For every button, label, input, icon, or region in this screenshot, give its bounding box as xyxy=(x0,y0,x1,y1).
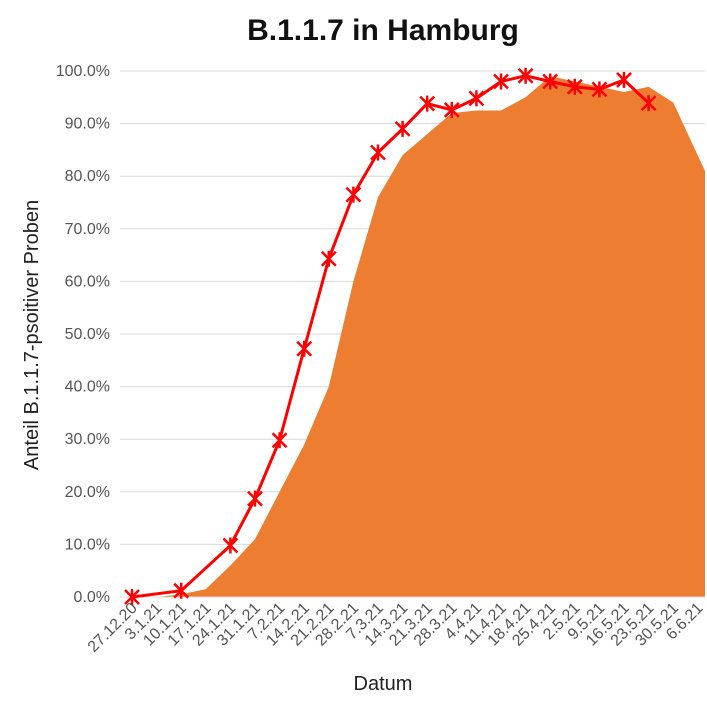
x-tick-labels: 27.12.203.1.2110.1.2117.1.2124.1.2131.1.… xyxy=(85,600,707,656)
line-markers xyxy=(124,67,657,605)
x-axis-title: Datum xyxy=(354,673,413,695)
line-marker xyxy=(247,490,263,507)
line-marker xyxy=(296,340,313,357)
line-marker xyxy=(493,73,509,90)
area-series xyxy=(132,76,705,597)
line-marker xyxy=(419,95,436,112)
line-marker xyxy=(222,537,239,554)
y-tick-label: 10.0% xyxy=(65,536,110,553)
y-tick-label: 80.0% xyxy=(65,168,110,185)
y-axis-title: Anteil B.1.1.7-psoitiver Proben xyxy=(21,200,43,470)
line-marker xyxy=(616,71,632,88)
line-marker xyxy=(517,67,534,84)
y-tick-label: 60.0% xyxy=(65,273,110,290)
line-marker xyxy=(271,432,288,449)
line-marker xyxy=(173,582,190,599)
line-marker xyxy=(640,95,657,112)
line-marker xyxy=(345,186,362,203)
line-marker xyxy=(591,81,608,98)
line-marker xyxy=(394,120,411,137)
line-series xyxy=(131,74,650,599)
y-tick-label: 70.0% xyxy=(65,221,110,238)
line-marker xyxy=(124,589,140,605)
chart-title: B.1.1.7 in Hamburg xyxy=(247,14,519,47)
y-tick-label: 40.0% xyxy=(65,379,110,396)
line-marker xyxy=(320,250,337,267)
line-marker xyxy=(468,90,485,107)
y-tick-label: 50.0% xyxy=(65,326,110,343)
y-tick-label: 0.0% xyxy=(74,589,110,606)
line-marker xyxy=(370,144,386,161)
y-tick-label: 100.0% xyxy=(56,63,110,80)
line-marker xyxy=(566,78,583,95)
y-tick-label: 30.0% xyxy=(65,431,110,448)
y-tick-label: 20.0% xyxy=(65,484,110,501)
line-marker xyxy=(443,101,460,118)
y-tick-label: 90.0% xyxy=(65,116,110,133)
line-marker xyxy=(542,73,559,90)
y-tick-labels: 0.0% 10.0% 20.0% 30.0% 40.0% 50.0% 60.0% 70.0% 8… xyxy=(56,63,110,606)
